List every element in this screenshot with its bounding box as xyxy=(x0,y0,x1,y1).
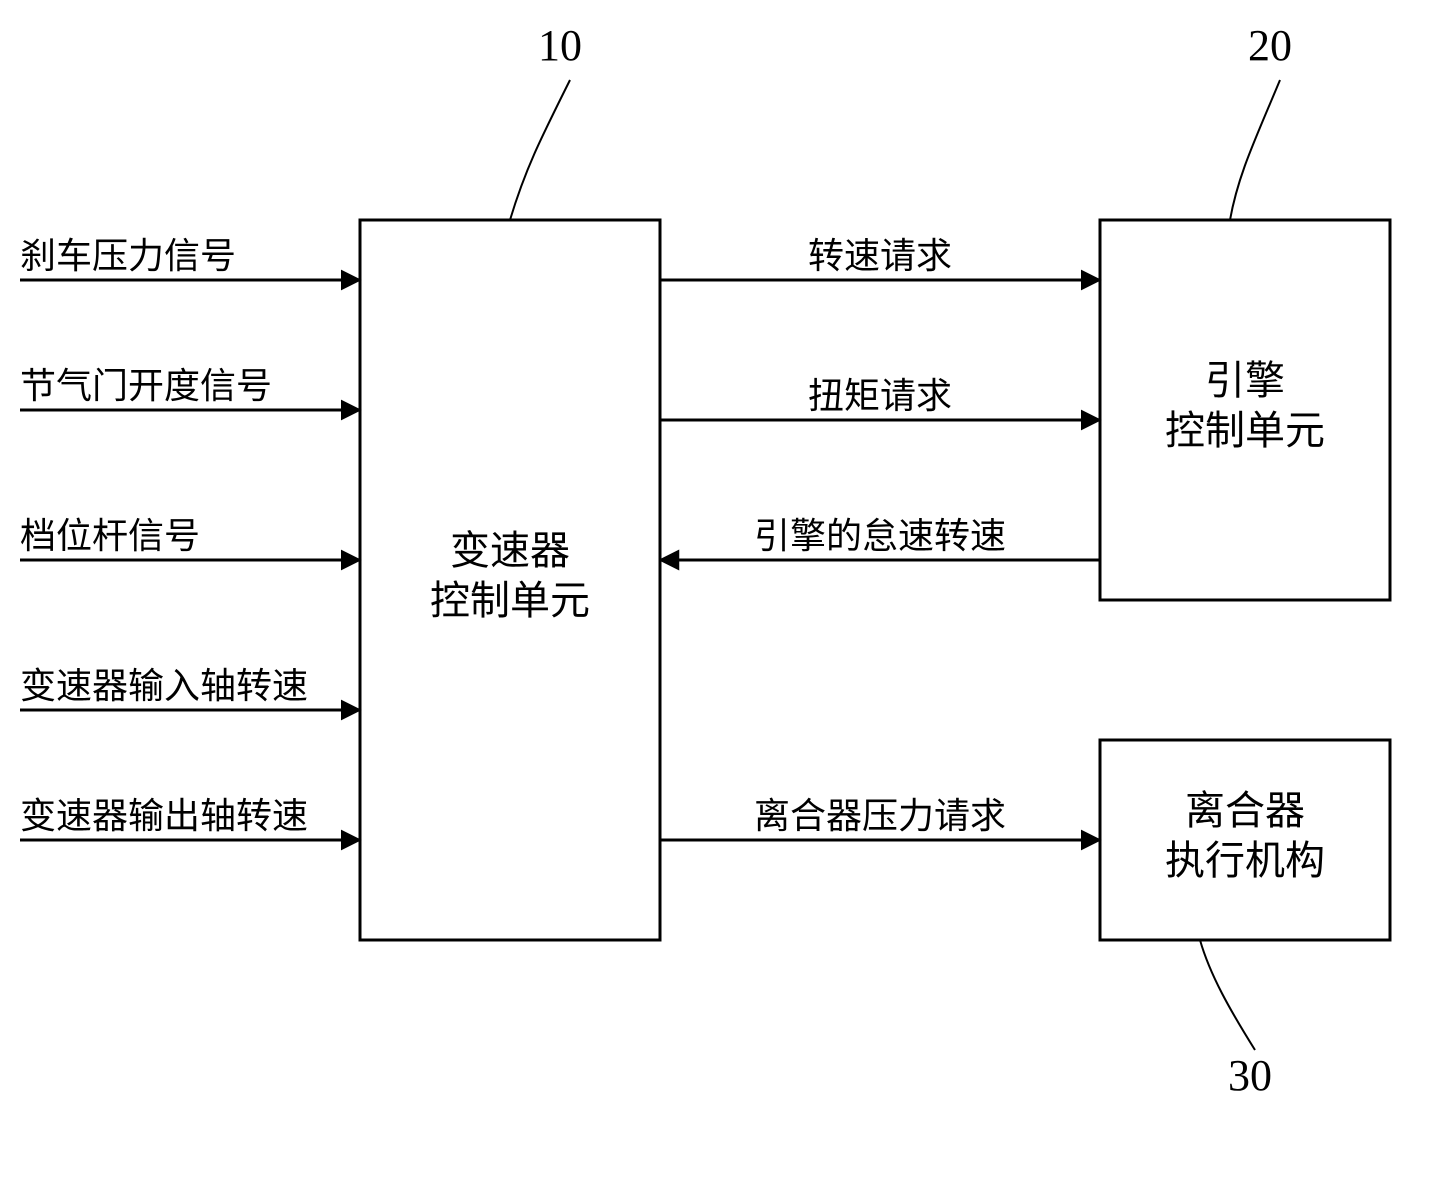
conn-label-3: 离合器压力请求 xyxy=(754,796,1006,836)
conn-label-1: 扭矩请求 xyxy=(808,376,952,416)
ref-lead-clutch xyxy=(1200,940,1255,1050)
ecu-label-line-1: 控制单元 xyxy=(1165,408,1325,453)
conn-label-2: 引擎的怠速转速 xyxy=(754,516,1006,556)
conn-label-0: 转速请求 xyxy=(808,236,952,276)
input-label-1: 节气门开度信号 xyxy=(20,366,272,406)
input-label-4: 变速器输出轴转速 xyxy=(20,796,308,836)
ref-label-clutch: 30 xyxy=(1228,1051,1272,1100)
ecu-label-line-0: 引擎 xyxy=(1205,358,1285,403)
block-diagram: 变速器控制单元引擎控制单元离合器执行机构刹车压力信号节气门开度信号档位杆信号变速… xyxy=(0,0,1440,1200)
tcu-box: 变速器控制单元 xyxy=(360,220,660,940)
clutch-label-line-1: 执行机构 xyxy=(1165,838,1325,883)
clutch-label-line-0: 离合器 xyxy=(1185,788,1305,833)
tcu-label-line-1: 控制单元 xyxy=(430,578,590,623)
input-label-3: 变速器输入轴转速 xyxy=(20,666,308,706)
ref-lead-tcu xyxy=(510,80,570,220)
ref-label-ecu: 20 xyxy=(1248,21,1292,70)
ecu-box: 引擎控制单元 xyxy=(1100,220,1390,600)
tcu-label-line-0: 变速器 xyxy=(450,528,570,573)
input-label-2: 档位杆信号 xyxy=(20,516,200,556)
ref-lead-ecu xyxy=(1230,80,1280,220)
clutch-box: 离合器执行机构 xyxy=(1100,740,1390,940)
ref-label-tcu: 10 xyxy=(538,21,582,70)
input-label-0: 刹车压力信号 xyxy=(20,236,236,276)
